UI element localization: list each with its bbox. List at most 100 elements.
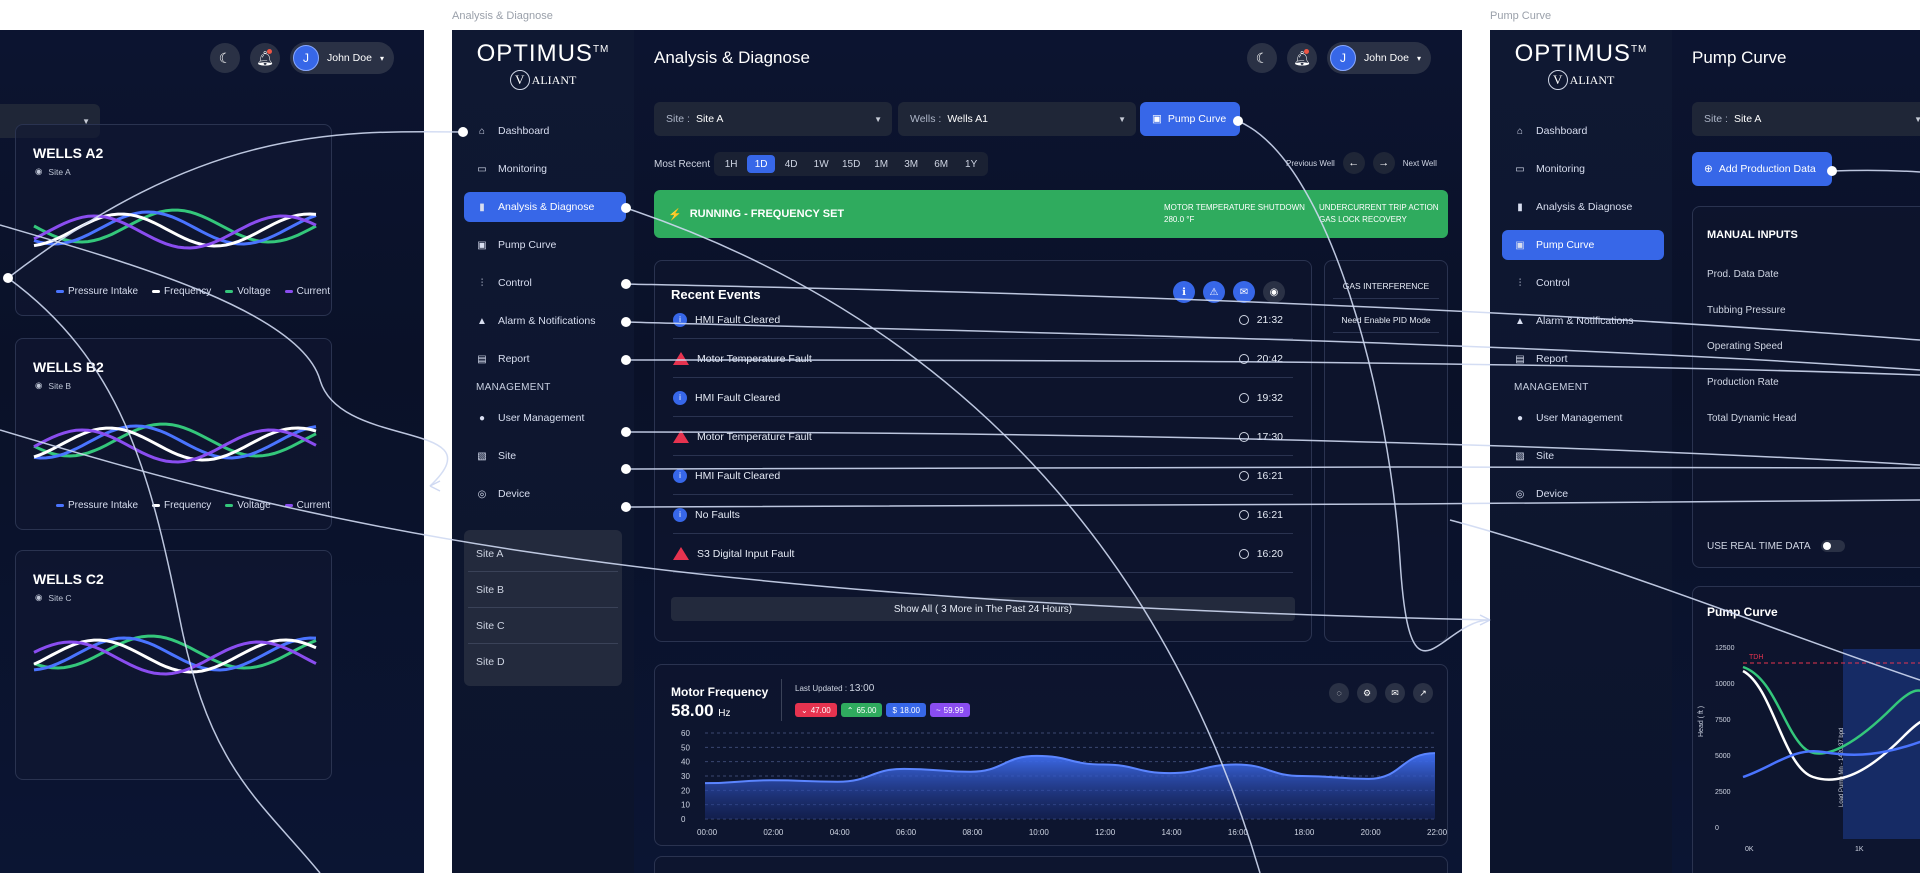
- sidebar-item-monitoring[interactable]: ▭ Monitoring: [477, 163, 548, 175]
- monitor-icon: ▭: [1515, 163, 1525, 175]
- range-1w[interactable]: 1W: [813, 158, 829, 170]
- sidebar-item-device[interactable]: ◎ Device: [477, 488, 531, 500]
- chevron-down-icon: ▾: [1416, 53, 1421, 63]
- range-3m[interactable]: 3M: [904, 158, 919, 170]
- message-filter-button[interactable]: ✉: [1233, 281, 1255, 303]
- sidebar: OPTIMUSTM V ALIANT ⌂ Dashboard ▭ Monitoring ▮…: [1490, 30, 1672, 873]
- diagnostic-item[interactable]: GAS INTERFERENCE: [1333, 273, 1439, 299]
- site-option[interactable]: Site C: [468, 608, 618, 644]
- warning-filter-button[interactable]: ⚠: [1203, 281, 1225, 303]
- sidebar-item-site[interactable]: ▧ Site: [1515, 450, 1555, 462]
- event-label: S3 Digital Input Fault: [697, 547, 795, 560]
- event-row[interactable]: i HMI Fault Cleared 16:21: [673, 457, 1293, 495]
- motor-frequency-unit: Hz: [718, 708, 731, 719]
- sidebar-item-analysis-diagnose[interactable]: ▮ Analysis & Diagnose: [464, 192, 626, 222]
- event-row[interactable]: i No Faults 16:21: [673, 496, 1293, 534]
- notifications-button[interactable]: 🔔︎: [1287, 43, 1317, 73]
- trend-line: [33, 428, 317, 464]
- show-all-button[interactable]: Show All ( 3 More in The Past 24 Hours): [671, 597, 1295, 621]
- sidebar-item-user-management[interactable]: ● User Management: [464, 403, 626, 433]
- device-icon: ◎: [1515, 488, 1525, 500]
- wells-select[interactable]: Wells : Wells A1 ▼: [898, 102, 1136, 136]
- add-production-data-button[interactable]: ⊕ Add Production Data: [1692, 152, 1832, 186]
- event-row[interactable]: S3 Digital Input Fault 16:20: [673, 535, 1293, 573]
- settings-icon[interactable]: ⚙: [1357, 683, 1377, 703]
- sidebar-item-report[interactable]: ▤ Report: [477, 353, 530, 365]
- plus-icon: ⊕: [1704, 163, 1713, 175]
- well-card[interactable]: WELLS B2 ◉ Site B Pressure Intake Frequency V…: [15, 338, 332, 530]
- sidebar-item-control[interactable]: ⫶ Control: [464, 268, 626, 298]
- y-tick-label: 30: [681, 772, 690, 781]
- sidebar-item-control[interactable]: ⫶ Control: [1502, 268, 1664, 298]
- well-trend-chart: [33, 634, 317, 676]
- legend-item: Frequency: [152, 500, 211, 511]
- sidebar-item-device[interactable]: ◎ Device: [1515, 488, 1569, 500]
- site-option[interactable]: Site D: [476, 656, 505, 668]
- site-option[interactable]: Site B: [468, 572, 618, 608]
- pump-curve-title: Pump Curve: [1707, 605, 1778, 619]
- avatar: J: [293, 45, 319, 71]
- site-select[interactable]: Site : Site A ▼: [1692, 102, 1920, 136]
- page-title: Analysis & Diagnose: [654, 48, 810, 67]
- diagnostic-item[interactable]: Need Enable PID Mode: [1333, 307, 1439, 333]
- well-card[interactable]: WELLS C2 ◉ Site C: [15, 550, 332, 780]
- pump-curve-button[interactable]: ▣ Pump Curve: [1140, 102, 1240, 136]
- well-card[interactable]: WELLS A2 ◉ Site A Pressure Intake Frequency V…: [15, 124, 332, 316]
- event-row[interactable]: Motor Temperature Fault 17:30: [673, 418, 1293, 456]
- range-1h[interactable]: 1H: [724, 158, 738, 170]
- event-row[interactable]: i HMI Fault Cleared 19:32: [673, 379, 1293, 417]
- user-menu[interactable]: J John Doe ▾: [290, 42, 394, 74]
- user-menu[interactable]: J John Doe ▾: [1327, 42, 1431, 74]
- previous-well-button[interactable]: ←: [1342, 152, 1365, 174]
- y-tick-label: 10: [681, 801, 690, 810]
- next-well-button[interactable]: →: [1372, 152, 1395, 174]
- x-tick-label: 06:00: [896, 828, 917, 837]
- sidebar-item-monitoring[interactable]: ▭ Monitoring: [1515, 163, 1586, 175]
- event-time: 16:20: [1256, 547, 1283, 560]
- event-row[interactable]: Motor Temperature Fault 20:42: [673, 340, 1293, 378]
- sidebar-item-alarm-notifications[interactable]: ▲ Alarm & Notifications: [1515, 315, 1634, 327]
- y-tick-label: 2500: [1715, 789, 1731, 796]
- sidebar-item-pump-curve[interactable]: ▣ Pump Curve: [477, 239, 557, 251]
- event-row[interactable]: i HMI Fault Cleared 21:32: [673, 301, 1293, 339]
- signal-filter-button[interactable]: ◉: [1263, 281, 1285, 303]
- site-select[interactable]: Site : Site A ▼: [654, 102, 892, 136]
- sidebar-item-report[interactable]: ▤ Report: [1515, 353, 1568, 365]
- range-4d[interactable]: 4D: [784, 158, 798, 170]
- map-icon: ▧: [477, 450, 487, 462]
- sidebar-item-site[interactable]: ▧ Site: [477, 450, 517, 462]
- form-field-label: Production Rate: [1707, 377, 1779, 388]
- sidebar-item-alarm-notifications[interactable]: ▲ Alarm & Notifications: [477, 315, 596, 327]
- hide-icon[interactable]: ◌: [1329, 683, 1349, 703]
- time-range: Most Recent 1H 1D 4D 1W 15D 1M 3M 6M 1Y: [654, 152, 989, 176]
- range-15d[interactable]: 15D: [841, 158, 861, 170]
- dark-mode-button[interactable]: ☾: [210, 43, 240, 73]
- legend-item: Pressure Intake: [56, 500, 138, 511]
- sidebar-item-analysis-diagnose[interactable]: ▮ Analysis & Diagnose: [1502, 192, 1664, 222]
- trend-icon[interactable]: ↗: [1413, 683, 1433, 703]
- info-filter-button[interactable]: ℹ: [1173, 281, 1195, 303]
- sidebar-item-pump-curve[interactable]: ▣ Pump Curve: [1502, 230, 1664, 260]
- well-navigation: Previous Well ← → Next Well: [1286, 152, 1437, 174]
- sidebar-nav: ⌂ Dashboard ▭ Monitoring ▮ Analysis & Diagnos…: [464, 116, 626, 517]
- next-panel: [654, 856, 1448, 873]
- real-time-toggle[interactable]: [1820, 540, 1845, 552]
- arrow-head: [1479, 614, 1491, 626]
- y-tick-label: 12500: [1715, 645, 1735, 652]
- chevron-down-icon: ▾: [379, 53, 384, 63]
- range-1d[interactable]: 1D: [747, 155, 776, 173]
- range-1y[interactable]: 1Y: [965, 158, 978, 170]
- sidebar-item-dashboard[interactable]: ⌂ Dashboard: [464, 116, 626, 146]
- load-label: Load Pump Mn - 1420.37 bpd: [1839, 728, 1845, 807]
- sidebar-item-user-management[interactable]: ● User Management: [1502, 403, 1664, 433]
- tilde-icon: ~: [935, 705, 941, 715]
- sidebar-item-dashboard[interactable]: ⌂ Dashboard: [1502, 116, 1664, 146]
- range-1m[interactable]: 1M: [874, 158, 889, 170]
- y-tick-label: 0: [681, 815, 686, 824]
- legend-item: Voltage: [225, 286, 271, 297]
- site-option[interactable]: Site A: [468, 536, 618, 572]
- range-6m[interactable]: 6M: [934, 158, 949, 170]
- notifications-button[interactable]: 🔔︎: [250, 43, 280, 73]
- dark-mode-button[interactable]: ☾: [1247, 43, 1277, 73]
- mail-icon[interactable]: ✉: [1385, 683, 1405, 703]
